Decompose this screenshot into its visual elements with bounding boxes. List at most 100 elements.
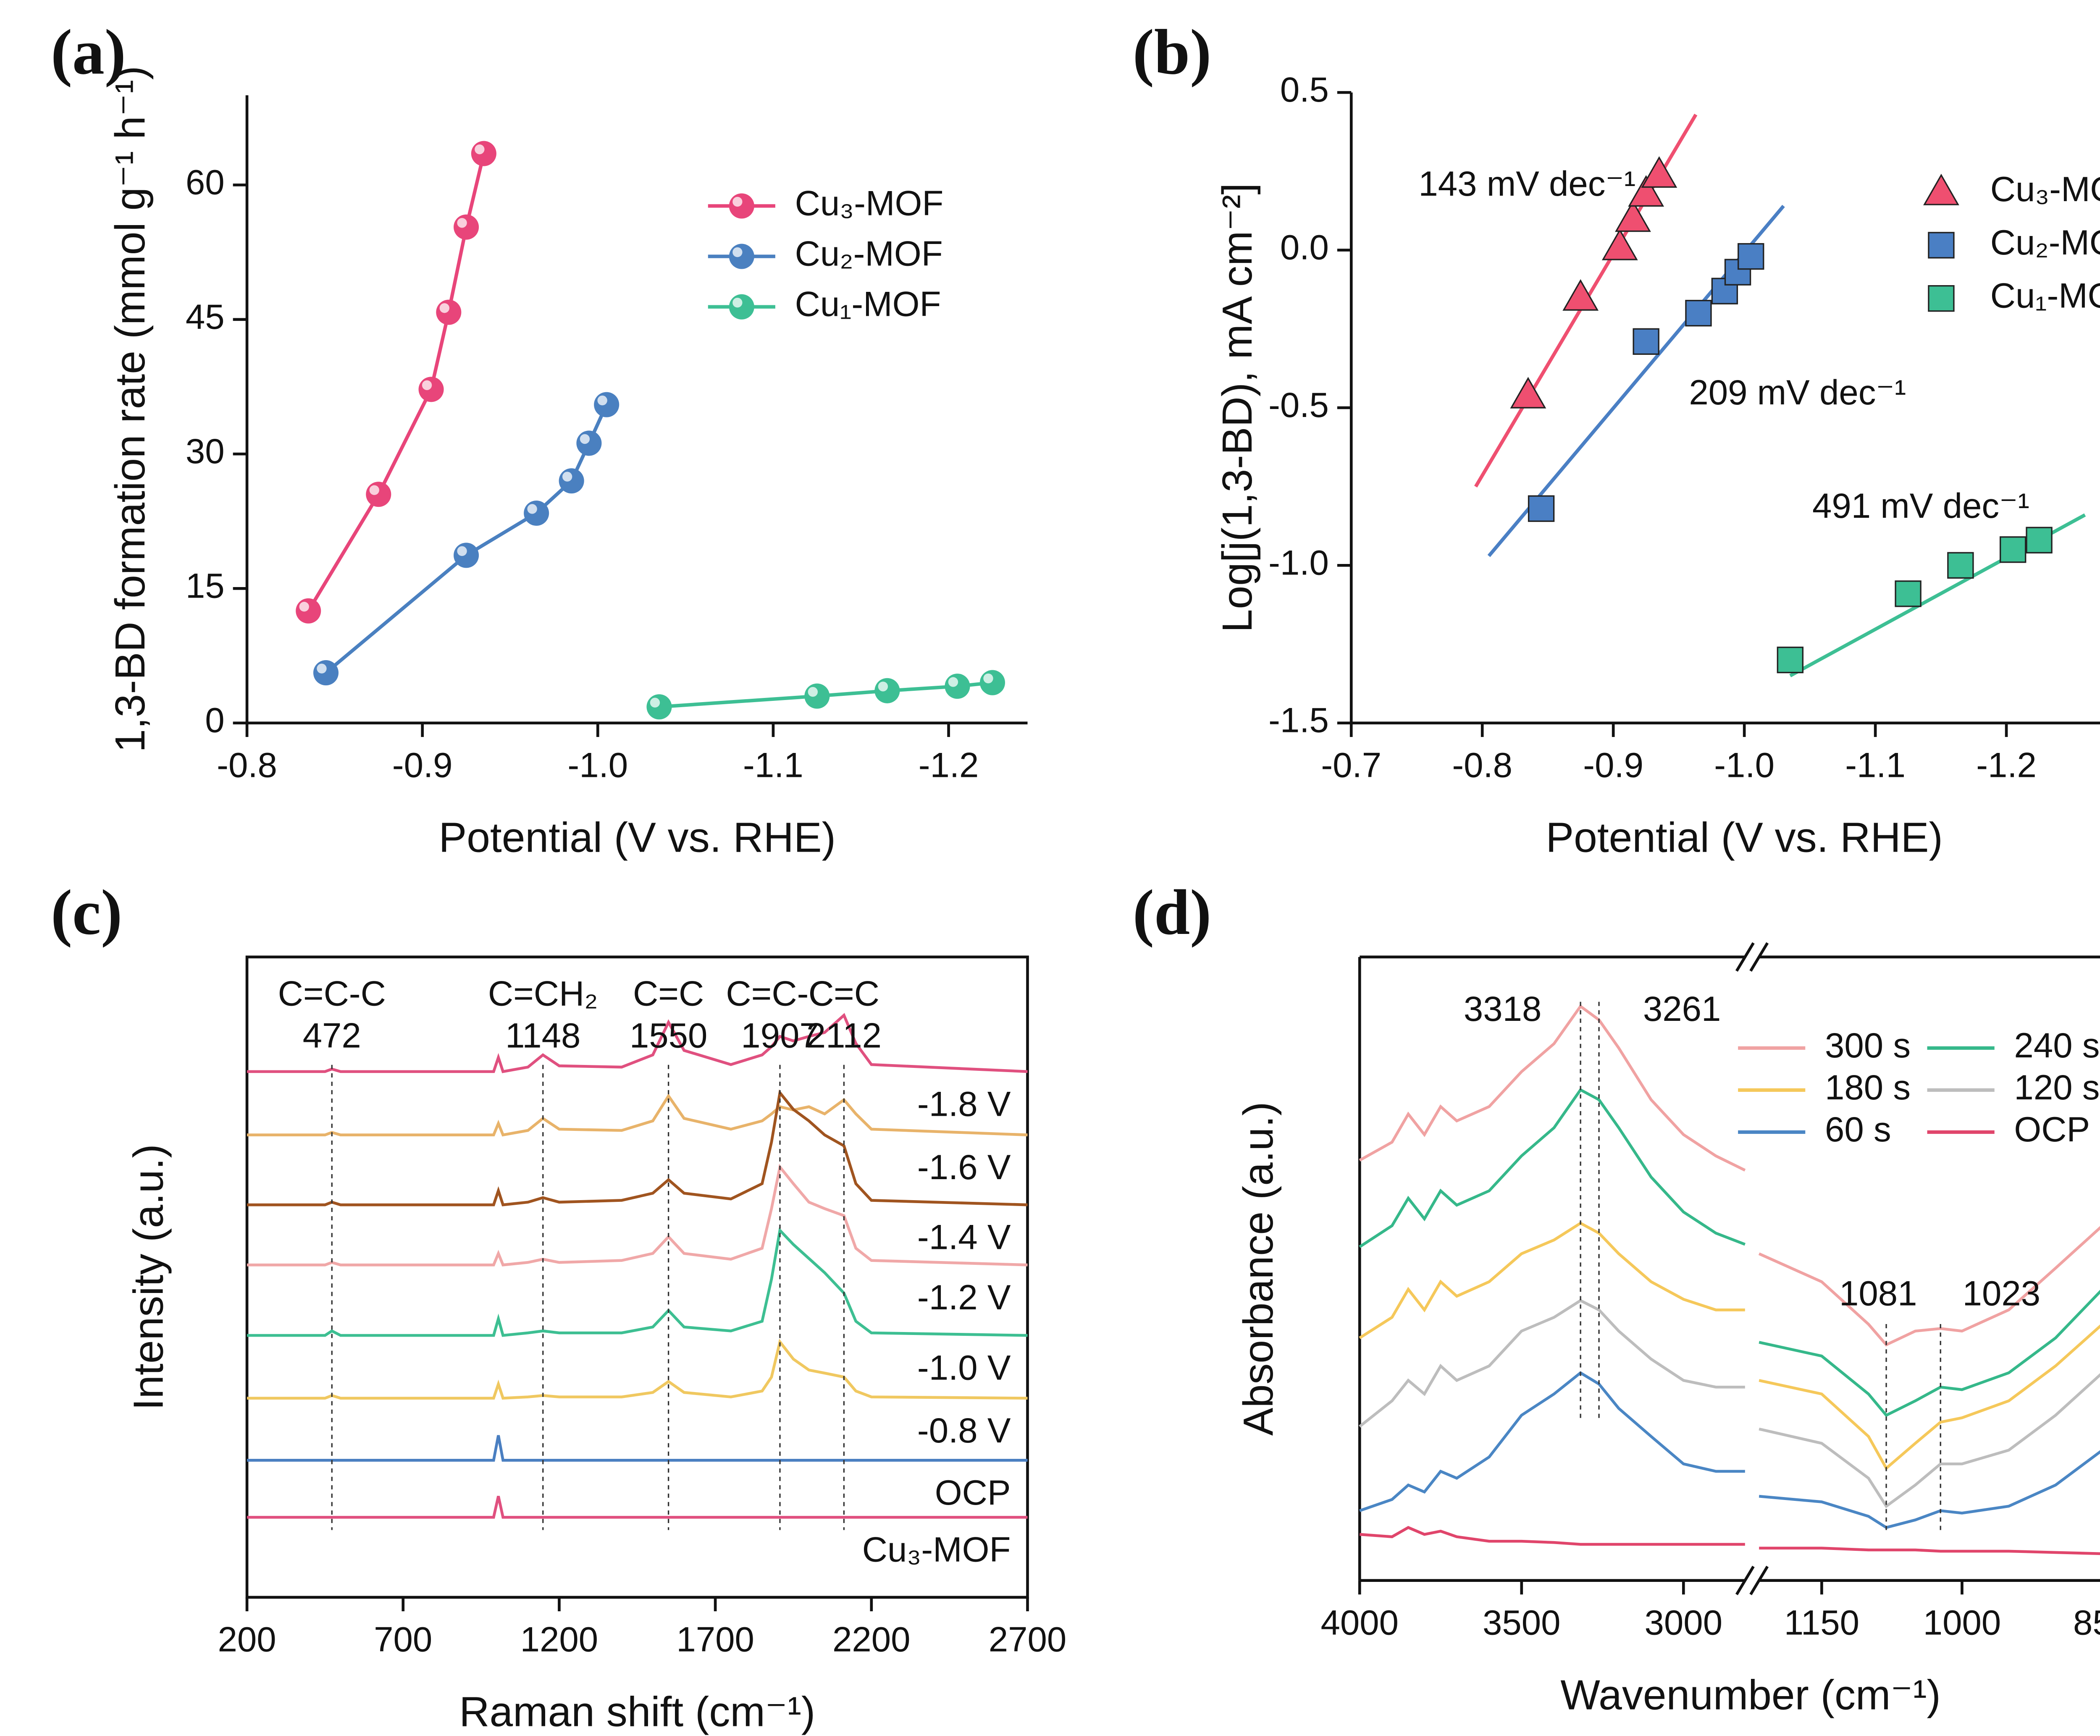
marker bbox=[1685, 300, 1712, 327]
marker bbox=[945, 674, 970, 699]
x-axis-title: Raman shift (cm⁻¹) bbox=[459, 1688, 815, 1735]
marker bbox=[646, 694, 672, 720]
x-tick-label: -1.2 bbox=[919, 745, 979, 784]
series-line bbox=[247, 1496, 1028, 1519]
marker bbox=[874, 678, 900, 703]
series-line bbox=[1759, 1324, 2100, 1471]
marker-highlight bbox=[983, 673, 993, 684]
marker bbox=[729, 244, 754, 269]
peak-position: 2112 bbox=[806, 1015, 882, 1055]
legend-label: Cu₁-MOF bbox=[795, 284, 941, 324]
marker bbox=[1928, 285, 1955, 312]
marker bbox=[1947, 552, 1974, 579]
peak-group: C=C bbox=[633, 973, 704, 1013]
marker bbox=[366, 482, 391, 507]
marker bbox=[559, 468, 584, 494]
series-line bbox=[1360, 1526, 1745, 1546]
x-axis-title: Potential (V vs. RHE) bbox=[439, 814, 836, 861]
marker bbox=[313, 660, 339, 686]
marker-highlight bbox=[732, 298, 743, 308]
marker bbox=[1615, 200, 1651, 232]
marker bbox=[524, 500, 549, 526]
marker bbox=[979, 670, 1005, 695]
series-label: -1.4 V bbox=[917, 1217, 1011, 1256]
marker-highlight bbox=[439, 303, 449, 313]
legend-label: Cu₁-MOF bbox=[1990, 276, 2100, 315]
panel-label: (a) bbox=[51, 16, 126, 88]
marker bbox=[1641, 156, 1677, 188]
series-line bbox=[247, 1164, 1028, 1267]
x-tick-label: -1.2 bbox=[1976, 745, 2037, 784]
marker bbox=[1999, 536, 2026, 563]
series-line bbox=[1359, 1371, 1745, 1512]
marker-highlight bbox=[580, 434, 590, 444]
marker bbox=[576, 430, 602, 456]
series-line bbox=[1359, 1088, 1746, 1248]
x-axis-title: Potential (V vs. RHE) bbox=[1546, 814, 1942, 861]
peak-group: C=C-C bbox=[726, 973, 834, 1013]
y-tick-label: 45 bbox=[186, 297, 225, 336]
marker-highlight bbox=[527, 504, 537, 514]
y-tick-label: 0.0 bbox=[1280, 228, 1329, 267]
x-tick-label: -0.7 bbox=[1321, 745, 1381, 784]
legend-label: 180 s bbox=[1825, 1067, 1911, 1107]
series-label: Cu₃-MOF bbox=[862, 1530, 1011, 1569]
series-line bbox=[325, 404, 608, 674]
series-line bbox=[247, 1435, 1028, 1462]
peak-position: 1907 bbox=[741, 1015, 819, 1055]
marker bbox=[1923, 173, 1959, 205]
x-tick-label: -0.9 bbox=[1583, 745, 1643, 784]
marker bbox=[471, 141, 496, 166]
y-tick-label: 15 bbox=[186, 566, 225, 605]
series-line bbox=[247, 1227, 1028, 1337]
legend-label: Cu₃-MOF bbox=[1990, 169, 2100, 209]
peak-position: 1081 bbox=[1839, 1273, 1917, 1313]
y-tick-label: 60 bbox=[186, 162, 225, 202]
x-tick-label: -1.1 bbox=[743, 745, 803, 784]
x-tick-label: 2200 bbox=[832, 1619, 911, 1659]
series-line bbox=[1759, 1547, 2100, 1555]
marker bbox=[1601, 228, 1638, 260]
axis-break bbox=[1749, 1566, 1769, 1595]
marker bbox=[804, 683, 830, 709]
y-axis-title: Absorbance (a.u.) bbox=[1235, 1102, 1282, 1436]
marker-highlight bbox=[299, 602, 309, 612]
marker bbox=[1633, 328, 1659, 355]
marker-highlight bbox=[732, 197, 743, 207]
y-tick-label: 30 bbox=[186, 431, 225, 471]
legend-label: Cu₂-MOF bbox=[795, 234, 943, 273]
x-tick-label: 200 bbox=[218, 1619, 276, 1659]
legend-label: Cu₂-MOF bbox=[1990, 223, 2100, 262]
marker bbox=[1738, 243, 1764, 270]
marker bbox=[296, 598, 321, 624]
plot-frame bbox=[245, 955, 1029, 1599]
marker-highlight bbox=[369, 485, 379, 495]
legend-label: 300 s bbox=[1825, 1025, 1911, 1065]
annotation: 209 mV dec⁻¹ bbox=[1689, 372, 1906, 412]
marker-highlight bbox=[597, 395, 607, 406]
marker bbox=[729, 193, 754, 219]
y-axis-title: 1,3-BD formation rate (mmol g⁻¹ h⁻¹) bbox=[107, 66, 154, 753]
peak-group: C=C-C bbox=[278, 973, 386, 1013]
legend-label: 120 s bbox=[2014, 1067, 2100, 1107]
series-label: -1.6 V bbox=[917, 1147, 1011, 1187]
peak-position: 1148 bbox=[505, 1015, 580, 1055]
series-line bbox=[247, 1338, 1028, 1400]
marker-highlight bbox=[948, 677, 958, 687]
marker-highlight bbox=[422, 380, 432, 390]
x-tick-label: 1700 bbox=[676, 1619, 754, 1659]
x-tick-label: -1.0 bbox=[1714, 745, 1774, 784]
series-line bbox=[1359, 1221, 1745, 1339]
marker-highlight bbox=[878, 682, 888, 692]
panel-label: (d) bbox=[1133, 877, 1212, 948]
marker bbox=[1928, 232, 1955, 259]
peak-group: C=C bbox=[808, 973, 879, 1013]
series-label: -1.8 V bbox=[917, 1084, 1011, 1123]
x-tick-label: -0.9 bbox=[392, 745, 453, 784]
x-tick-label: -1.0 bbox=[567, 745, 628, 784]
series-line bbox=[1759, 1290, 2100, 1417]
marker bbox=[2026, 527, 2053, 553]
x-tick-label: -0.8 bbox=[217, 745, 277, 784]
marker-highlight bbox=[808, 687, 818, 697]
